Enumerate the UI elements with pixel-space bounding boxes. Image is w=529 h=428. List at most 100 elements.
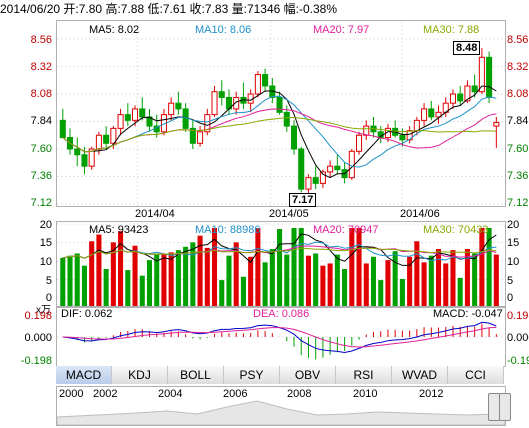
volume-bar <box>60 257 66 306</box>
volume-bar <box>428 255 434 306</box>
candle-body <box>262 74 269 87</box>
tab-obv[interactable]: OBV <box>280 366 336 384</box>
x-tick-jun: 2014/06 <box>400 208 440 220</box>
candle-body <box>189 127 196 144</box>
candle-body <box>305 177 312 190</box>
y-tick-left-5: 7.36 <box>30 170 52 182</box>
price-chart[interactable] <box>57 21 505 206</box>
volume-bar <box>334 254 340 306</box>
volume-chart[interactable] <box>57 222 505 306</box>
candle-body <box>457 93 464 102</box>
volume-bar <box>464 249 470 306</box>
ma30-line <box>62 116 497 153</box>
volume-chart-panel[interactable]: MA5: 93423 MA10: 88986 MA20: 70947 MA30:… <box>56 221 506 307</box>
y-tick-right-5: 7.36 <box>507 170 529 182</box>
candle-body <box>356 134 363 152</box>
dea-label: DEA: 0.086 <box>253 308 310 320</box>
y-tick-right-6: 7.12 <box>507 197 529 209</box>
year-2002: 2002 <box>93 388 118 400</box>
volume-bar <box>457 277 463 306</box>
volume-bar <box>414 241 420 306</box>
tab-cci[interactable]: CCI <box>448 366 504 384</box>
vol-ma5-label: MA5: 93423 <box>89 224 149 236</box>
high-label: 高: <box>105 2 121 16</box>
volume-bar <box>399 278 405 306</box>
volume-bar <box>363 263 369 306</box>
volume-bar <box>269 249 275 306</box>
volume-label: 量: <box>231 2 247 16</box>
y-tick-right-0: 8.56 <box>507 34 529 46</box>
quote-date: 2014/06/20 <box>0 2 61 16</box>
volume-bar <box>168 252 174 306</box>
year-2010: 2010 <box>353 388 378 400</box>
price-chart-panel[interactable]: MA5: 8.02 MA10: 8.06 MA20: 7.97 MA30: 7.… <box>56 20 506 220</box>
tab-macd[interactable]: MACD <box>56 366 112 384</box>
tab-rsi[interactable]: RSI <box>336 366 392 384</box>
volume-bar <box>378 280 384 306</box>
volume-bar <box>110 242 116 306</box>
volume-bar <box>175 250 181 306</box>
tab-kdj[interactable]: KDJ <box>112 366 168 384</box>
candle-body <box>88 148 95 167</box>
year-2000: 2000 <box>59 388 84 400</box>
volume-bar <box>139 275 145 306</box>
ma5-label: MA5: 8.02 <box>89 24 140 36</box>
y-tick-left-0: 8.56 <box>30 34 52 46</box>
macd-chart[interactable] <box>57 308 505 366</box>
year-2006: 2006 <box>223 388 248 400</box>
history-timeline[interactable]: 2000 2002 2004 2006 2008 2010 2012 <box>56 386 506 426</box>
volume-bar <box>313 253 319 306</box>
volume-bar <box>132 245 138 306</box>
volume-bar <box>479 228 485 306</box>
candle-body <box>168 102 175 116</box>
candle-body <box>117 114 124 129</box>
year-2004: 2004 <box>158 388 183 400</box>
volume-bar <box>486 228 492 306</box>
dea-line <box>62 326 497 348</box>
macd-tick-right-2: -0.198 <box>507 355 529 367</box>
volume-bar <box>262 262 268 306</box>
tab-wvad[interactable]: WVAD <box>392 366 448 384</box>
volume-bar <box>161 254 167 306</box>
candle-body <box>464 85 471 102</box>
y-tick-left-2: 8.08 <box>30 88 52 100</box>
volume-bar <box>255 228 261 306</box>
volume-bar <box>356 228 362 306</box>
volume-bar <box>67 255 73 306</box>
volume-bar <box>298 228 304 306</box>
ma5-line <box>62 85 497 179</box>
macd-chart-panel[interactable]: DIF: 0.062 DEA: 0.086 MACD: -0.047 <box>56 307 506 367</box>
open-value: 7.80 <box>78 2 103 16</box>
vol-tick-right-3: 5 <box>507 275 514 287</box>
vol-tick-right-0: 20 <box>507 219 520 231</box>
volume-bar <box>96 234 102 306</box>
macd-tick-left-1: 0.000 <box>24 332 52 344</box>
candle-body <box>103 134 110 144</box>
volume-bar <box>370 256 377 306</box>
vol-tick-left-2: 10 <box>39 256 52 268</box>
volume-bar <box>89 241 95 306</box>
y-tick-right-2: 8.08 <box>507 88 529 100</box>
volume-unit: x万 <box>36 305 51 316</box>
close-value: 7.83 <box>204 2 229 16</box>
volume-bar <box>342 269 348 306</box>
year-2012: 2012 <box>419 388 444 400</box>
vol-tick-left-0: 20 <box>39 219 52 231</box>
y-tick-right-4: 7.60 <box>507 143 529 155</box>
volume-bar <box>385 260 391 306</box>
candle-body <box>428 108 435 118</box>
volume-bar <box>125 270 131 306</box>
x-tick-may: 2014/05 <box>269 208 309 220</box>
tab-psy[interactable]: PSY <box>224 366 280 384</box>
candle-body <box>276 96 283 113</box>
y-tick-left-6: 7.12 <box>30 197 52 209</box>
candle-body <box>363 125 370 136</box>
candle-body <box>312 177 319 184</box>
tab-boll[interactable]: BOLL <box>168 366 224 384</box>
candle-body <box>204 114 211 133</box>
volume-bar <box>443 263 449 306</box>
macd-tick-left-0: 0.198 <box>24 310 52 322</box>
volume-bar <box>284 254 290 306</box>
timeline-range-handle-right[interactable] <box>499 393 511 421</box>
candle-body <box>290 125 298 150</box>
